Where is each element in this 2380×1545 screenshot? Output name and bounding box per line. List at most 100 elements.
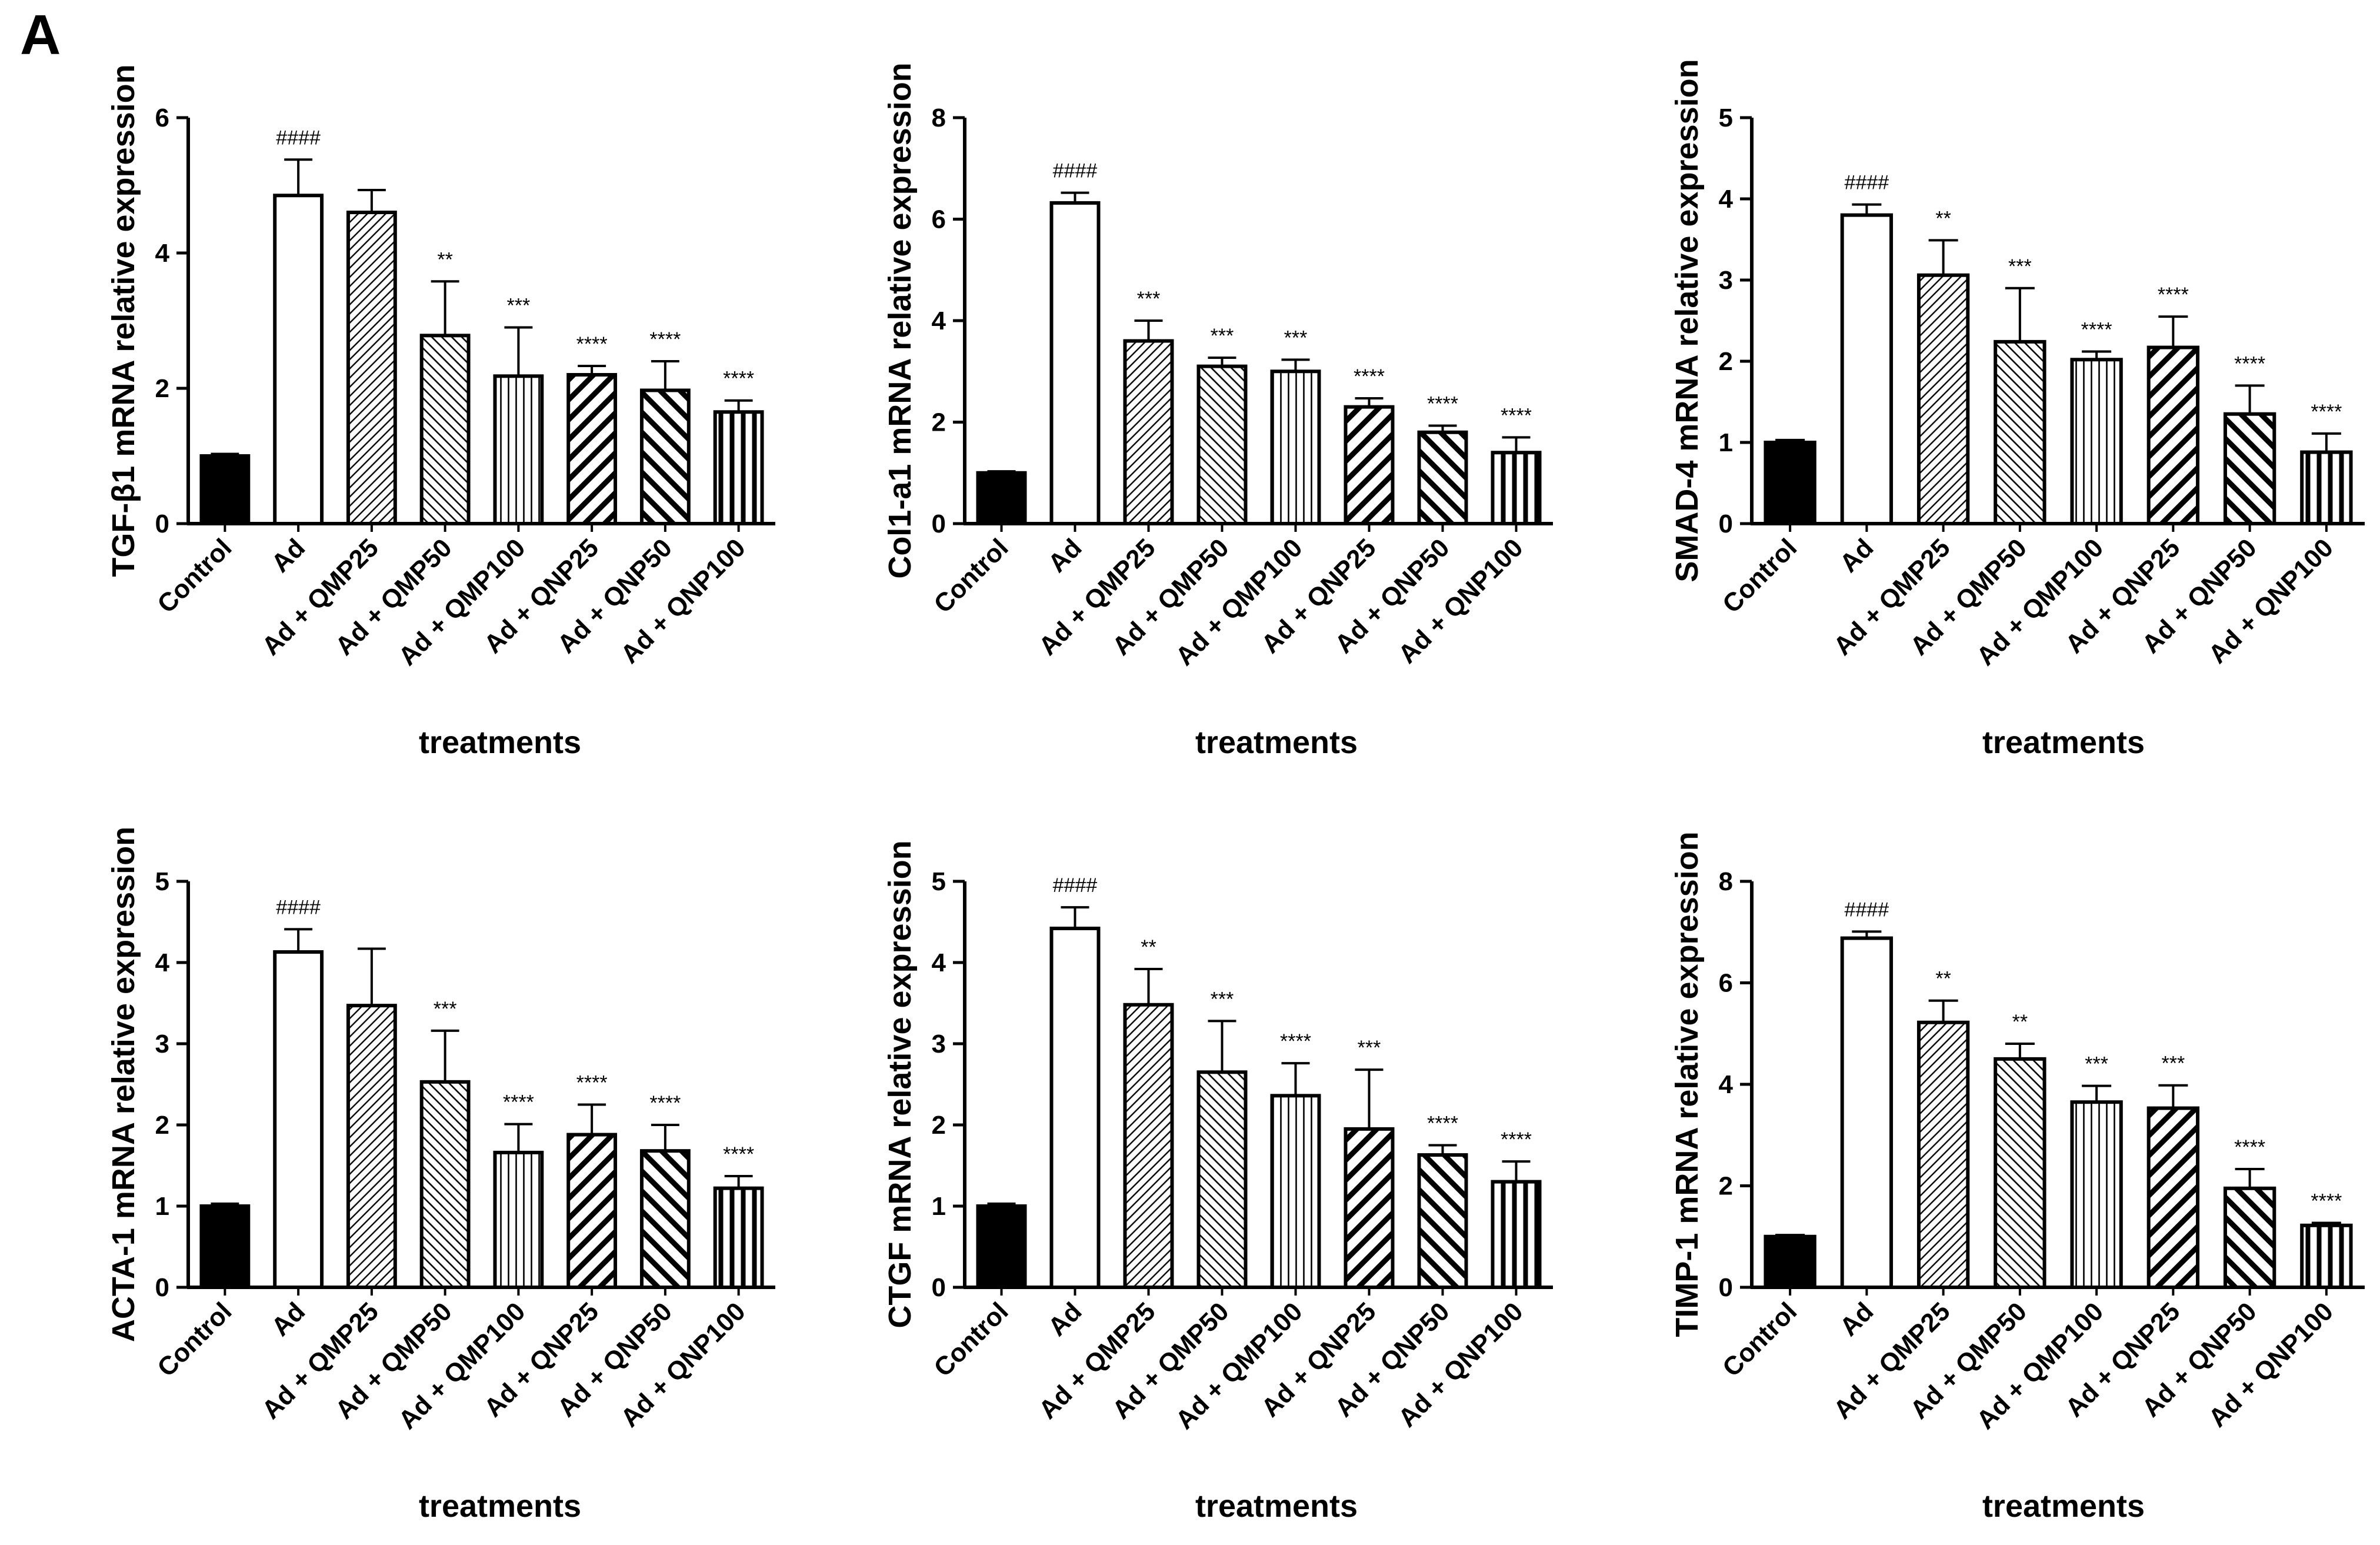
x-axis-title: treatments — [1982, 725, 2145, 760]
significance-label: #### — [1053, 874, 1098, 897]
y-axis-title: ACTA-1 mRNA relative expression — [106, 827, 141, 1342]
significance-label: *** — [1284, 327, 1308, 349]
y-tick-label: 1 — [1719, 428, 1733, 457]
significance-label: **** — [723, 1143, 754, 1166]
bar — [419, 1080, 471, 1289]
category-label: Ad — [266, 533, 311, 578]
y-tick-label: 2 — [932, 408, 946, 437]
y-tick-label: 3 — [155, 1030, 169, 1058]
y-tick-label: 2 — [155, 1111, 169, 1140]
bar — [199, 1204, 251, 1289]
category-label: Ad + QMP100 — [393, 1297, 531, 1434]
category-label: Ad — [1834, 1297, 1879, 1341]
y-tick-label: 3 — [1719, 266, 1733, 295]
bar — [1840, 213, 1894, 526]
x-axis-title: treatments — [1195, 1489, 1358, 1524]
y-axis-title: TGF-β1 mRNA relative expression — [106, 64, 141, 577]
significance-label: **** — [723, 368, 754, 390]
category-label: Control — [152, 533, 237, 618]
significance-label: ** — [2012, 1011, 2028, 1033]
chart-panel-6: Control####Ad**Ad + QMP25**Ad + QMP50***… — [1669, 831, 2365, 1524]
y-tick-label: 6 — [155, 104, 169, 132]
panel-label: A — [20, 4, 61, 66]
bar — [1764, 1234, 1816, 1289]
bar — [2223, 1186, 2276, 1289]
significance-label: #### — [276, 126, 321, 149]
bar — [1417, 1153, 1468, 1290]
significance-label: #### — [1845, 898, 1889, 921]
significance-label: **** — [649, 1092, 681, 1114]
bar — [1344, 1127, 1395, 1290]
significance-label: ** — [1935, 968, 1951, 990]
y-axis-title: Col1-a1 mRNA relative expression — [882, 62, 918, 578]
bar — [976, 1204, 1027, 1289]
significance-label: *** — [1358, 1037, 1381, 1059]
y-tick-label: 4 — [1719, 1070, 1734, 1099]
y-tick-label: 4 — [932, 307, 946, 335]
bar — [2223, 412, 2276, 526]
y-axis-title: SMAD-4 mRNA relative expression — [1669, 59, 1705, 582]
y-tick-label: 0 — [155, 510, 169, 538]
category-label: Ad + QNP100 — [615, 533, 751, 669]
significance-label: **** — [1427, 1113, 1458, 1135]
y-tick-label: 0 — [1719, 1273, 1733, 1302]
significance-label: *** — [1211, 325, 1234, 347]
significance-label: *** — [2085, 1053, 2108, 1075]
bar — [273, 194, 324, 525]
category-label: Control — [928, 1297, 1014, 1382]
bar — [2300, 450, 2353, 525]
bar — [493, 374, 544, 525]
y-tick-label: 8 — [1719, 867, 1733, 896]
bar — [1994, 339, 2046, 525]
category-label: Ad + QNP100 — [1393, 1297, 1529, 1433]
bar — [1270, 369, 1321, 525]
significance-label: ** — [1141, 936, 1156, 958]
significance-label: **** — [503, 1091, 534, 1114]
x-axis-title: treatments — [1195, 725, 1358, 760]
significance-label: *** — [1211, 988, 1234, 1010]
significance-label: **** — [1354, 365, 1385, 388]
significance-label: **** — [1280, 1030, 1311, 1053]
bar — [2300, 1223, 2353, 1289]
significance-label: **** — [1501, 1128, 1532, 1151]
category-label: Control — [928, 533, 1014, 618]
significance-label: **** — [2234, 352, 2265, 375]
y-tick-label: 5 — [1719, 104, 1733, 132]
bar — [2070, 1100, 2123, 1289]
chart-panel-5: Control####Ad**Ad + QMP25***Ad + QMP50**… — [882, 840, 1553, 1524]
bar — [419, 334, 471, 525]
significance-label: #### — [1845, 172, 1889, 194]
y-tick-label: 5 — [932, 867, 946, 896]
category-label: Control — [1717, 533, 1802, 618]
x-axis-title: treatments — [419, 1489, 581, 1524]
y-tick-label: 2 — [1719, 1172, 1733, 1201]
category-label: Ad + QMP100 — [393, 533, 531, 671]
category-label: Ad + QMP100 — [1170, 533, 1308, 671]
category-label: Ad — [1042, 533, 1087, 578]
bar — [1123, 339, 1174, 525]
x-axis-title: treatments — [419, 725, 581, 760]
bar — [199, 454, 251, 525]
bar — [1270, 1094, 1321, 1289]
bar — [1344, 405, 1395, 525]
y-tick-label: 3 — [932, 1030, 946, 1058]
y-tick-label: 4 — [155, 948, 170, 977]
significance-label: *** — [507, 295, 531, 317]
y-tick-label: 6 — [932, 205, 946, 234]
significance-label: #### — [276, 896, 321, 918]
category-label: Ad — [266, 1297, 311, 1341]
significance-label: *** — [434, 998, 457, 1020]
y-tick-label: 1 — [932, 1192, 946, 1221]
y-tick-label: 0 — [155, 1273, 169, 1302]
bar — [493, 1150, 544, 1290]
significance-label: **** — [2158, 284, 2189, 306]
y-axis-title: CTGF mRNA relative expression — [882, 840, 918, 1328]
significance-label: ** — [1935, 207, 1951, 229]
significance-label: ** — [437, 248, 452, 271]
significance-label: **** — [576, 333, 608, 355]
category-label: Ad — [1834, 533, 1879, 578]
y-tick-label: 4 — [1719, 185, 1734, 214]
y-tick-label: 5 — [155, 867, 169, 896]
